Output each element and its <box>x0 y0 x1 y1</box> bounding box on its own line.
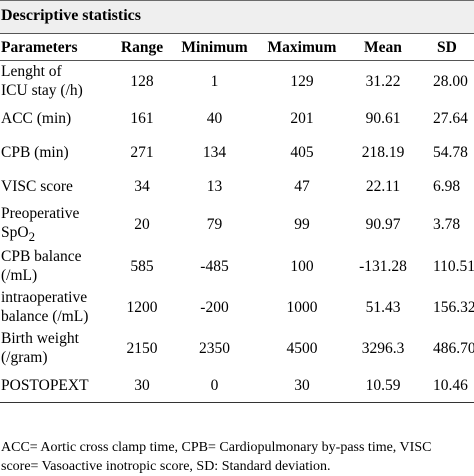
header-maximum: Maximum <box>257 33 347 61</box>
cell-range: 2150 <box>126 339 158 357</box>
table-row: Preoperative SpO2 20 79 99 90.97 3.78 <box>0 204 474 246</box>
header-row: Parameters Range Minimum Maximum Mean SD <box>0 33 474 61</box>
row-label: CPB balance (/mL) <box>0 246 112 287</box>
cell-minimum: 134 <box>202 144 227 161</box>
header-range: Range <box>112 33 172 61</box>
cell-range: 128 <box>130 72 154 90</box>
cell-sd: 28.00 <box>433 72 468 90</box>
row-label-line1: Birth weight <box>1 330 79 348</box>
row-label-line1: Preoperative <box>1 204 80 222</box>
cell-mean: 31.22 <box>365 72 401 90</box>
cell-sd: 27.64 <box>433 110 468 127</box>
cell-mean: 51.43 <box>365 298 401 316</box>
row-label-subscript: 2 <box>28 228 36 244</box>
cell-range: 585 <box>130 257 154 275</box>
table-row: POSTOPEXT 30 0 30 10.59 10.46 <box>0 369 474 403</box>
cell-mean: 218.19 <box>361 144 405 161</box>
cell-minimum: 79 <box>206 216 223 234</box>
row-label: POSTOPEXT <box>1 376 89 394</box>
table-footnote: ACC= Aortic cross clamp time, CPB= Cardi… <box>1 438 471 476</box>
cell-sd: 54.78 <box>433 144 468 161</box>
title-bar: Descriptive statistics <box>0 0 474 34</box>
cell-maximum: 1000 <box>286 298 318 316</box>
cell-maximum: 201 <box>290 110 314 127</box>
cell-mean: 3296.3 <box>361 339 405 357</box>
cell-mean: 22.11 <box>365 178 401 195</box>
footnote-line2: score= Vasoactive inotropic score, SD: S… <box>1 459 331 474</box>
header-parameters: Parameters <box>0 33 112 61</box>
cell-range: 161 <box>130 110 154 127</box>
cell-minimum: 0 <box>210 376 219 394</box>
cell-mean: 10.59 <box>365 376 401 394</box>
cell-sd: 110.51 <box>433 257 474 275</box>
cell-sd: 3.78 <box>433 216 461 234</box>
cell-minimum: 2350 <box>199 339 230 357</box>
cell-maximum: 129 <box>290 72 314 90</box>
row-label-line1: Lenght of <box>1 63 62 81</box>
row-label-line2: (/mL) <box>1 267 38 285</box>
cell-minimum: -485 <box>200 257 229 275</box>
row-label: CPB (min) <box>1 144 69 161</box>
cell-minimum: 1 <box>210 72 219 90</box>
cell-mean: 90.97 <box>365 216 401 234</box>
cell-range: 30 <box>134 376 150 394</box>
row-label-line2: balance (/mL) <box>1 308 89 326</box>
table-row: ACC (min) 161 40 201 90.61 27.64 <box>0 102 474 136</box>
cell-sd: 486.70 <box>433 339 474 357</box>
row-label: Birth weight (/gram) <box>0 328 112 369</box>
cell-range: 34 <box>134 178 150 195</box>
table-row: VISC score 34 13 47 22.11 6.98 <box>0 170 474 204</box>
cell-maximum: 100 <box>290 257 314 275</box>
cell-minimum: -200 <box>200 298 229 316</box>
row-label-line1: CPB balance <box>1 248 82 266</box>
cell-sd: 156.329 <box>433 298 474 316</box>
row-label: Preoperative SpO2 <box>0 204 112 246</box>
cell-maximum: 4500 <box>286 339 318 357</box>
table-row: Lenght of ICU stay (/h) 128 1 129 31.22 2… <box>0 61 474 102</box>
row-label: VISC score <box>1 178 73 195</box>
cell-minimum: 13 <box>206 178 223 195</box>
header-minimum: Minimum <box>172 33 257 61</box>
row-label-line1: intraoperative <box>1 289 88 307</box>
footnote-line1: ACC= Aortic cross clamp time, CPB= Cardi… <box>1 440 432 455</box>
cell-mean: -131.28 <box>359 257 407 275</box>
table-row: CPB (min) 271 134 405 218.19 54.78 <box>0 136 474 170</box>
cell-mean: 90.61 <box>365 110 401 127</box>
cell-sd: 10.46 <box>433 376 468 394</box>
cell-minimum: 40 <box>206 110 223 127</box>
row-label-line2: ICU stay (/h) <box>1 82 83 100</box>
cell-maximum: 47 <box>294 178 310 195</box>
statistics-table: Parameters Range Minimum Maximum Mean SD… <box>0 33 474 403</box>
table-row: CPB balance (/mL) 585 -485 100 -131.28 11… <box>0 246 474 287</box>
cell-maximum: 405 <box>290 144 314 161</box>
header-mean: Mean <box>347 33 419 61</box>
cell-sd: 6.98 <box>433 178 461 195</box>
row-label: intraoperative balance (/mL) <box>0 287 112 328</box>
table-title: Descriptive statistics <box>1 7 141 24</box>
cell-range: 20 <box>134 216 150 234</box>
cell-range: 1200 <box>126 298 158 316</box>
cell-maximum: 99 <box>294 216 310 234</box>
table-row: intraoperative balance (/mL) 1200 -200 10… <box>0 287 474 328</box>
table-row: Birth weight (/gram) 2150 2350 4500 3296.… <box>0 328 474 369</box>
row-label-line2: (/gram) <box>1 349 48 367</box>
row-label: Lenght of ICU stay (/h) <box>0 61 112 102</box>
row-label-line2: SpO <box>1 223 29 241</box>
row-label: ACC (min) <box>1 110 72 127</box>
cell-maximum: 30 <box>294 376 310 394</box>
header-sd: SD <box>419 33 474 61</box>
cell-range: 271 <box>130 144 154 161</box>
